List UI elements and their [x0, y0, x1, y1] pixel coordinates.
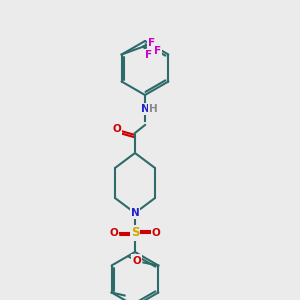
Text: F: F: [145, 50, 152, 61]
Text: S: S: [131, 226, 139, 239]
Text: F: F: [148, 38, 155, 49]
Text: O: O: [110, 228, 118, 238]
Text: N: N: [130, 208, 140, 218]
Text: N: N: [141, 104, 149, 114]
Text: O: O: [152, 228, 160, 238]
Text: O: O: [132, 256, 141, 266]
Text: H: H: [148, 104, 158, 114]
Text: F: F: [154, 46, 161, 56]
Text: O: O: [112, 124, 122, 134]
